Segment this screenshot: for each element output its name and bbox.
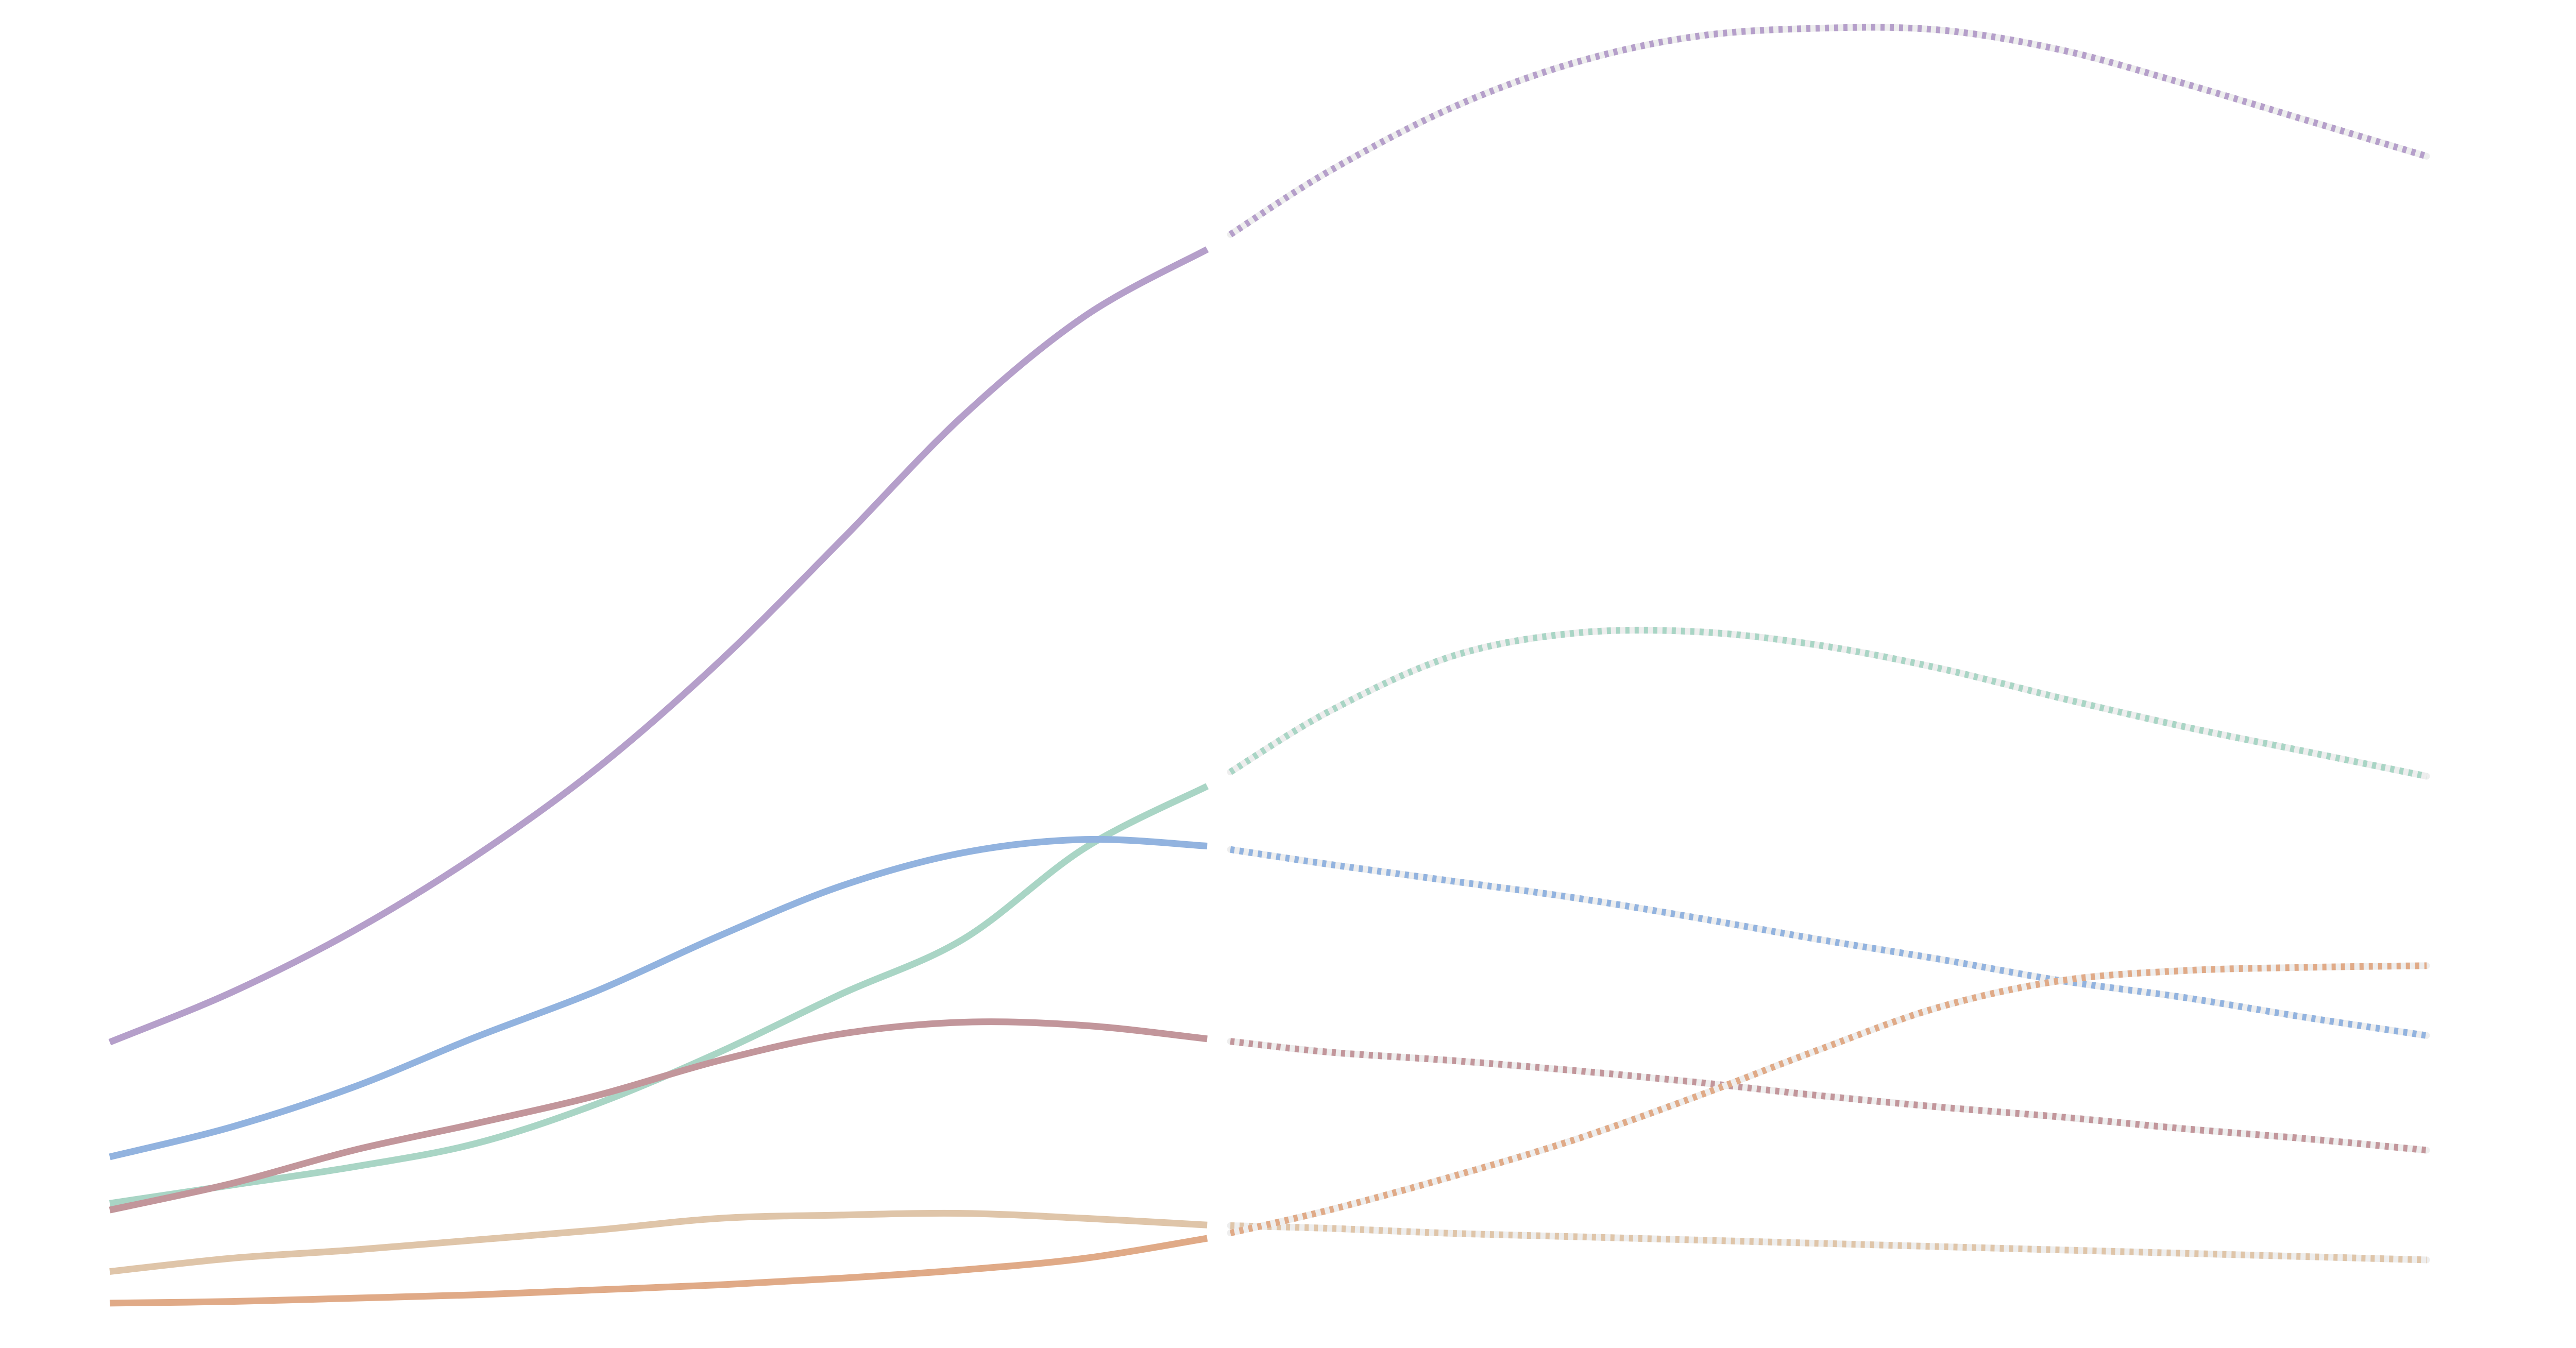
series-1-forecast-line [1228,24,2428,237]
series-3-forecast-line [1230,846,2427,1039]
series-5-forecast-line [1230,1222,2427,1264]
series-3-actual-line [109,835,1208,1161]
series-2-forecast-line [1228,626,2428,780]
series-1-actual-line [108,246,1209,1046]
series-2-forecast-track [1227,626,2430,780]
series-2-actual-line [109,783,1209,1207]
series-6-forecast-line [1229,962,2427,1236]
series-5-actual-line [109,1209,1208,1275]
series-4-actual-line [109,1018,1208,1214]
series-4-forecast-line [1230,1038,2427,1154]
series-6-actual-line [109,1235,1208,1307]
